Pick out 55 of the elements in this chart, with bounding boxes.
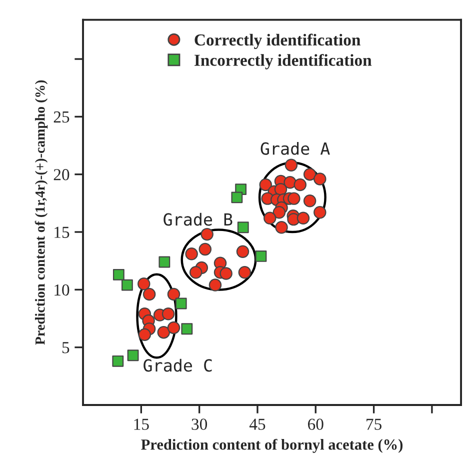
point (208, 278, 222, 292)
point (284, 158, 298, 172)
point (272, 206, 286, 219)
point (112, 268, 124, 280)
point (200, 228, 214, 241)
point (162, 308, 175, 320)
point (238, 266, 252, 279)
point (274, 182, 288, 196)
point (122, 279, 133, 291)
legend-label: Correctly identification (194, 34, 360, 50)
x-tick-label: 75 (366, 418, 382, 430)
x-tick-label: 30 (192, 418, 208, 430)
point (231, 192, 243, 204)
point (175, 298, 187, 310)
point (314, 172, 326, 186)
x-tick-label: 45 (249, 418, 266, 430)
y-tick-label: 20 (54, 169, 70, 180)
point (138, 278, 150, 290)
point (157, 326, 170, 339)
point (237, 222, 249, 234)
legend-label: Incorrectly identification (194, 54, 372, 70)
point (288, 192, 300, 205)
point (189, 266, 202, 279)
x-tick-label: 60 (308, 418, 324, 430)
point (303, 194, 316, 208)
point (303, 168, 316, 181)
point (127, 350, 139, 362)
y-tick-label: 15 (54, 226, 70, 238)
x-tick-label: 15 (134, 418, 149, 430)
point (112, 355, 124, 367)
point (294, 178, 306, 192)
point (181, 323, 193, 335)
point (138, 328, 152, 341)
point (314, 206, 326, 219)
point (255, 250, 267, 262)
point (275, 221, 288, 234)
y-tick-label: 25 (54, 111, 70, 123)
point (142, 288, 156, 301)
annotation: Grade B (164, 212, 232, 226)
point (220, 267, 232, 280)
point (198, 242, 212, 256)
point (259, 178, 272, 192)
y-tick-label: 5 (62, 342, 70, 354)
point (158, 256, 170, 268)
annotation: Grade A (260, 142, 330, 155)
point (167, 321, 180, 334)
annotation: Grade C (144, 358, 212, 372)
point (264, 212, 276, 225)
x-axis-title: Prediction content of bornyl acetate (%) (141, 438, 403, 453)
y-tick-label: 10 (54, 284, 70, 296)
point (167, 288, 180, 301)
point (296, 212, 310, 225)
point (185, 248, 198, 260)
point (236, 245, 250, 258)
y-axis-title: Prediction content of (1r,4r)-(+)-campho (%) (34, 80, 48, 345)
